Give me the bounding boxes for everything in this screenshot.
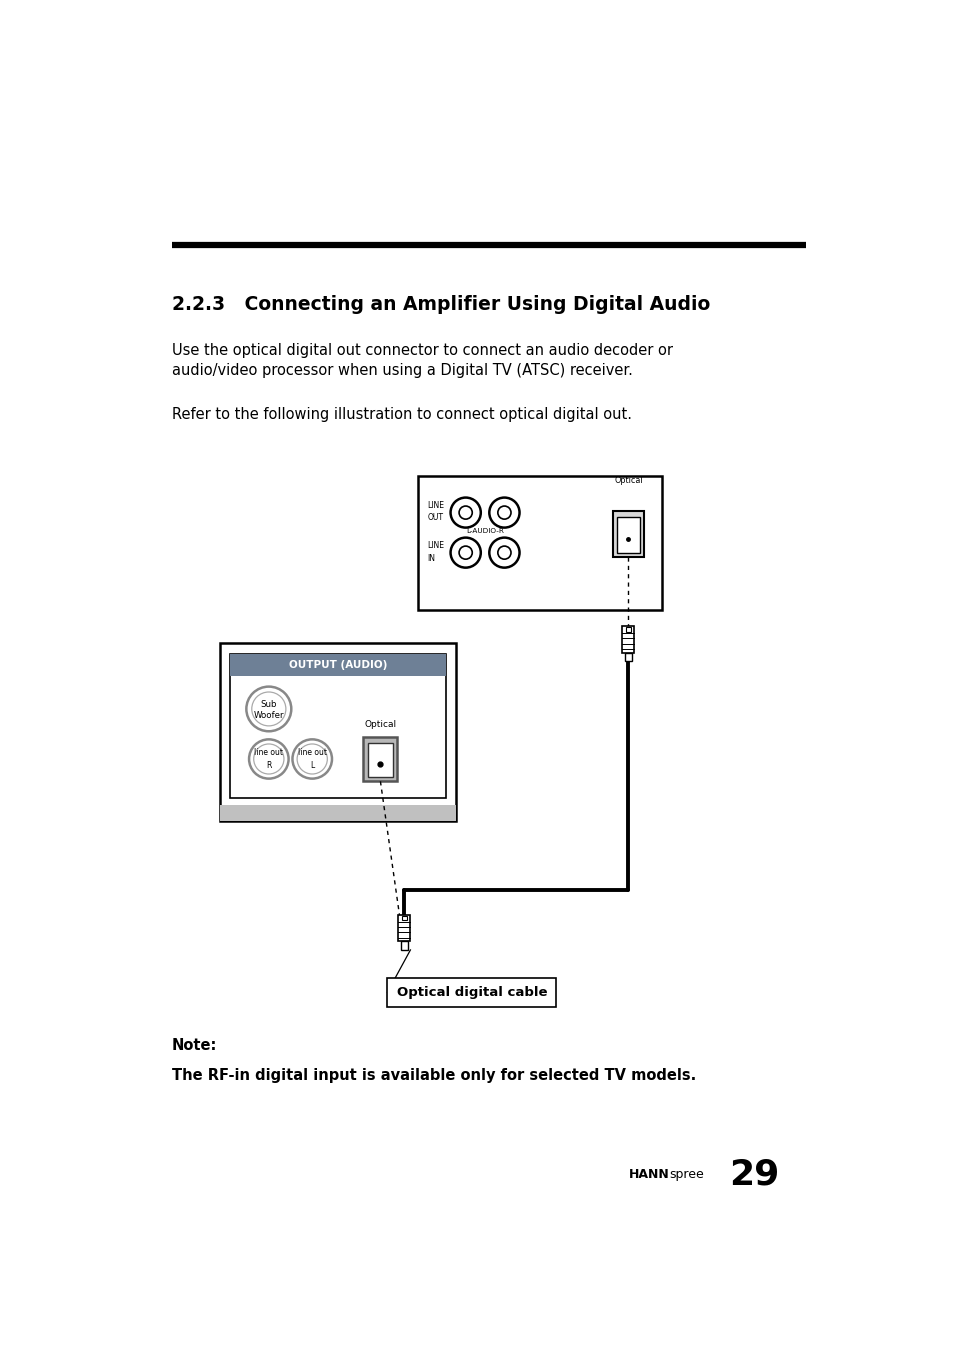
Text: Refer to the following illustration to connect optical digital out.: Refer to the following illustration to c…	[172, 407, 631, 422]
Text: R: R	[266, 761, 272, 769]
Bar	[624, 653, 632, 661]
Text: line out: line out	[254, 748, 283, 757]
Text: Woofer: Woofer	[253, 711, 284, 719]
Bar	[612, 511, 643, 557]
Bar	[625, 627, 630, 631]
Bar	[398, 914, 410, 941]
Bar	[368, 742, 393, 776]
Bar	[230, 653, 446, 798]
Text: Optical digital cable: Optical digital cable	[396, 986, 547, 999]
Text: L-AUDIO-R: L-AUDIO-R	[466, 529, 503, 534]
Bar	[617, 516, 639, 553]
Text: 29: 29	[729, 1157, 780, 1191]
Bar	[363, 737, 397, 781]
Bar	[230, 653, 446, 676]
Text: LINE: LINE	[427, 541, 444, 550]
Text: HANN: HANN	[628, 1168, 669, 1180]
Text: Optical: Optical	[364, 719, 396, 729]
Bar	[417, 476, 661, 610]
Text: The RF-in digital input is available only for selected TV models.: The RF-in digital input is available onl…	[172, 1068, 696, 1083]
Text: OUT: OUT	[427, 514, 443, 522]
Text: Note:: Note:	[172, 1038, 217, 1053]
Bar	[402, 917, 406, 921]
Text: Use the optical digital out connector to connect an audio decoder or
audio/video: Use the optical digital out connector to…	[172, 343, 672, 379]
Text: IN: IN	[427, 553, 436, 562]
Text: L: L	[310, 761, 314, 769]
Bar	[220, 806, 456, 821]
Bar	[400, 941, 408, 950]
Bar	[220, 644, 456, 821]
Text: OUTPUT (AUDIO): OUTPUT (AUDIO)	[289, 660, 387, 669]
Bar	[621, 626, 634, 653]
Text: LINE: LINE	[427, 502, 444, 510]
Text: spree: spree	[669, 1168, 703, 1180]
Text: 2.2.3   Connecting an Amplifier Using Digital Audio: 2.2.3 Connecting an Amplifier Using Digi…	[172, 295, 709, 314]
Bar	[387, 977, 556, 1007]
Text: Sub: Sub	[260, 700, 276, 708]
Text: line out: line out	[297, 748, 326, 757]
Text: Optical: Optical	[614, 476, 642, 485]
